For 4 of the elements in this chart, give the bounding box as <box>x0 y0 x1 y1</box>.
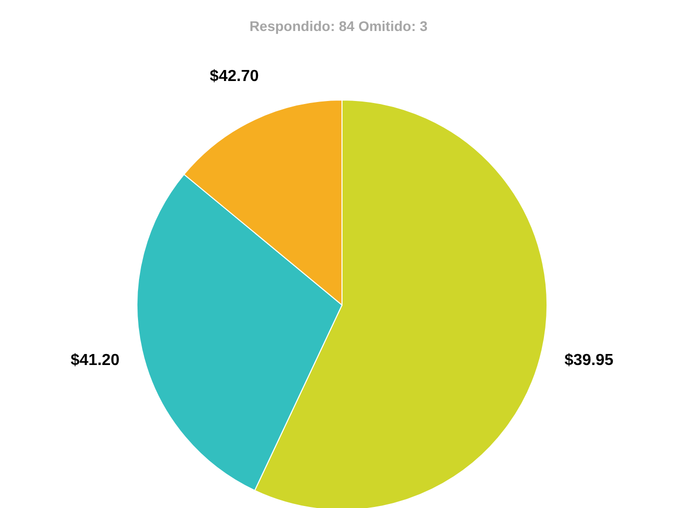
chart-title: Respondido: 84 Omitido: 3 <box>249 18 428 34</box>
slice-label: $42.70 <box>210 68 259 86</box>
slice-label: $41.20 <box>70 352 120 370</box>
slice-label: $39.95 <box>564 352 614 370</box>
